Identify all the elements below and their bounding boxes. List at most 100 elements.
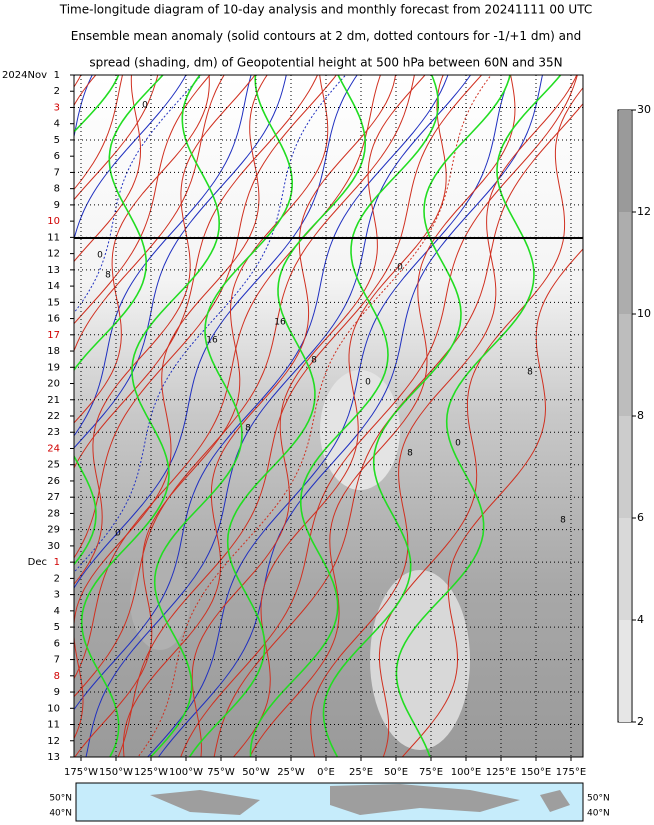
map-land	[540, 790, 570, 812]
map-lat-label: 40°N	[49, 809, 72, 819]
contour-label: 16	[206, 336, 218, 346]
contour-label: 8	[311, 356, 317, 366]
contour-label: 0	[97, 251, 103, 261]
contour	[157, 75, 543, 757]
map-land	[330, 784, 520, 815]
contour-label: 16	[274, 318, 286, 328]
spread-shading	[370, 570, 470, 750]
map-lat-label: 50°N	[587, 794, 610, 804]
contour-label: 8	[105, 271, 111, 281]
y-tick-label: 2	[54, 573, 60, 584]
y-tick-label: 13	[47, 265, 60, 276]
y-tick-label: 22	[47, 411, 60, 422]
y-tick-label: 7	[54, 167, 60, 178]
contour	[322, 75, 511, 757]
contour	[191, 75, 426, 757]
y-tick-label: 24	[47, 443, 60, 454]
map-lat-label: 40°N	[587, 809, 610, 819]
contour	[74, 75, 256, 585]
contour	[74, 75, 187, 242]
x-tick-label: 100°E	[451, 767, 481, 778]
contour	[74, 75, 287, 449]
x-tick-label: 175°E	[556, 767, 586, 778]
spread-shading	[130, 550, 190, 650]
contour-label: 0	[397, 263, 403, 273]
colorbar-swatch	[619, 620, 631, 722]
colorbar-swatch	[619, 416, 631, 518]
colorbar-label: 30	[637, 103, 651, 116]
y-tick-label: 1	[54, 557, 60, 568]
month-label: 2024Nov	[2, 70, 47, 81]
x-tick-label: 50°E	[384, 767, 408, 778]
y-tick-label: 8	[54, 184, 60, 195]
contour	[0, 55, 83, 775]
map-strip	[75, 782, 584, 822]
x-tick-label: 75°W	[207, 767, 235, 778]
contour	[74, 75, 164, 566]
y-tick-label: 5	[54, 135, 60, 146]
x-tick-label: 25°E	[349, 767, 373, 778]
y-tick-label: 11	[47, 232, 60, 243]
colorbar-label: 8	[637, 409, 644, 422]
contour	[74, 75, 319, 470]
y-tick-label: 6	[54, 638, 60, 649]
colorbar-swatch	[619, 518, 631, 620]
y-tick-label: 18	[47, 346, 60, 357]
y-tick-label: 1	[54, 70, 60, 81]
x-tick-label: 150°W	[99, 767, 133, 778]
contour	[249, 75, 516, 757]
contour-label: 0	[455, 439, 461, 449]
contour	[122, 75, 397, 757]
y-tick-label: 9	[54, 200, 60, 211]
chart-title: Time-longitude diagram of 10-day analysi…	[59, 3, 592, 17]
y-tick-label: 12	[47, 249, 60, 260]
contour	[74, 75, 159, 201]
contour	[147, 75, 512, 757]
y-tick-label: 4	[54, 119, 60, 130]
contour	[74, 75, 252, 437]
colorbar-label: 6	[637, 511, 644, 524]
contour	[74, 75, 329, 757]
y-tick-label: 25	[47, 460, 60, 471]
contour	[378, 87, 583, 757]
y-tick-label: 3	[54, 590, 60, 601]
contour	[81, 75, 221, 757]
y-tick-label: 26	[47, 476, 60, 487]
y-tick-label: 16	[47, 314, 60, 325]
y-tick-label: 2	[54, 86, 60, 97]
x-tick-label: 0°E	[317, 767, 335, 778]
y-tick-label: 10	[47, 216, 60, 227]
colorbar-label: 4	[637, 613, 644, 626]
x-tick-label: 50°W	[242, 767, 270, 778]
y-tick-label: 3	[54, 102, 60, 113]
contour-label: 8	[527, 368, 533, 378]
colorbar-swatch	[619, 212, 631, 314]
chart-title: Ensemble mean anomaly (solid contours at…	[71, 29, 582, 43]
y-tick-label: 23	[47, 427, 60, 438]
colorbar-swatch	[619, 314, 631, 416]
contour	[149, 75, 294, 757]
contour-label: 0	[115, 529, 121, 539]
contour	[74, 75, 225, 353]
colorbar-label: 2	[637, 715, 644, 728]
map-land	[150, 790, 260, 815]
y-tick-label: 15	[47, 297, 60, 308]
contour	[74, 75, 123, 191]
y-tick-label: 17	[47, 330, 60, 341]
y-tick-label: 30	[47, 541, 60, 552]
y-tick-label: 6	[54, 151, 60, 162]
x-tick-label: 100°W	[169, 767, 203, 778]
y-tick-label: 14	[47, 281, 60, 292]
month-label: Dec	[28, 557, 47, 568]
colorbar-label: 12	[637, 205, 651, 218]
contour	[180, 75, 578, 757]
y-tick-label: 21	[47, 395, 60, 406]
colorbar-swatch	[619, 110, 631, 212]
y-tick-label: 28	[47, 508, 60, 519]
x-tick-label: 125°W	[134, 767, 168, 778]
y-tick-label: 10	[47, 703, 60, 714]
y-tick-label: 13	[47, 752, 60, 763]
y-tick-label: 5	[54, 622, 60, 633]
y-tick-label: 20	[47, 379, 60, 390]
